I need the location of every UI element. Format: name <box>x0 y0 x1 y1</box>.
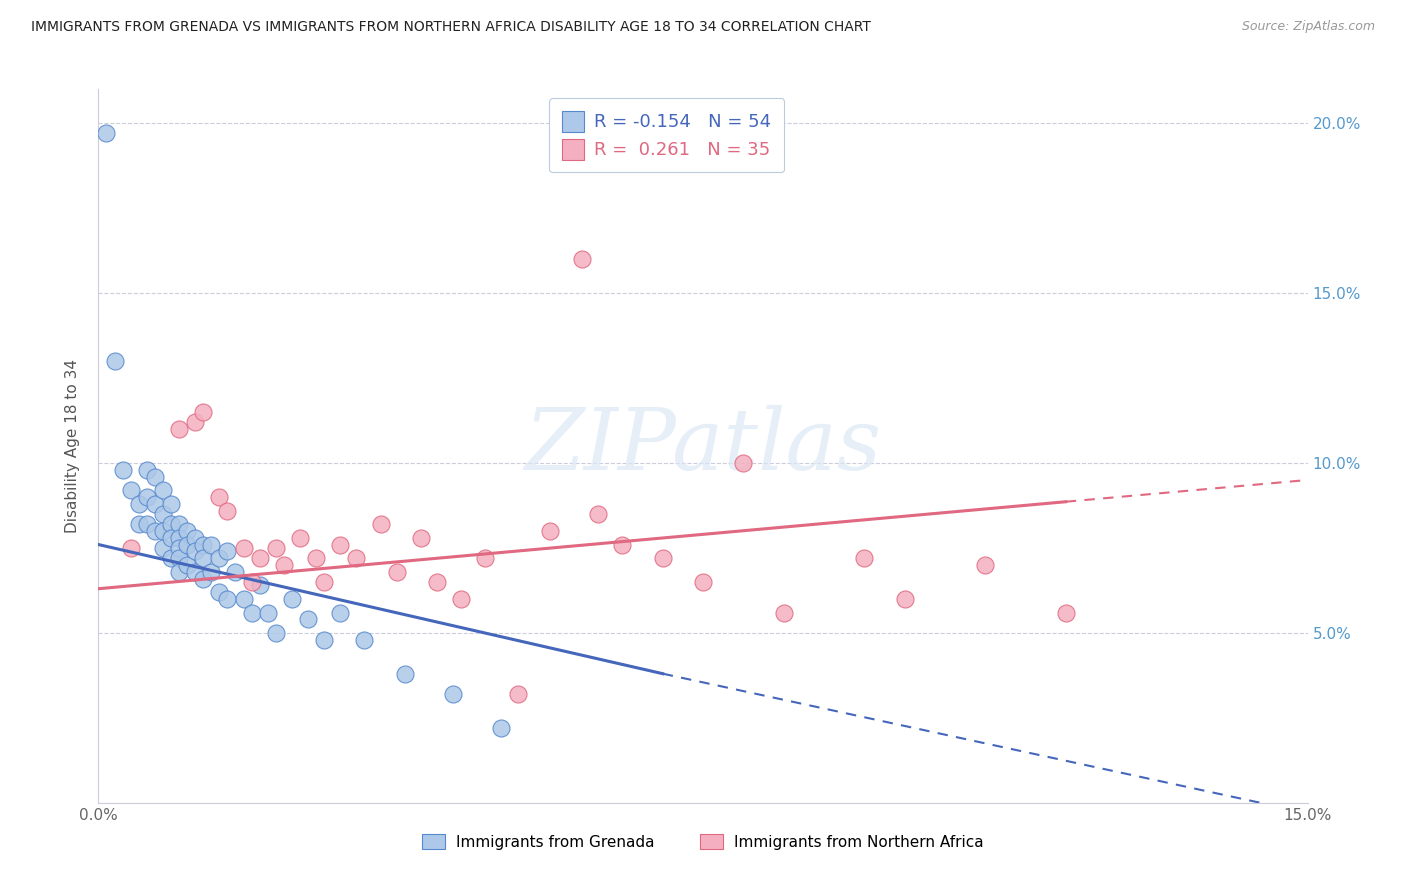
Point <box>193 405 215 419</box>
Point <box>224 565 246 579</box>
Point <box>974 558 997 572</box>
Point <box>160 517 183 532</box>
Point <box>184 544 207 558</box>
Point <box>344 551 367 566</box>
Point <box>314 574 336 589</box>
Text: ZIPatlas: ZIPatlas <box>524 405 882 487</box>
Legend: Immigrants from Grenada, Immigrants from Northern Africa: Immigrants from Grenada, Immigrants from… <box>416 828 990 855</box>
Point <box>120 483 142 498</box>
Point <box>329 537 352 551</box>
Point <box>474 551 496 566</box>
Point <box>135 463 157 477</box>
Point <box>167 531 190 545</box>
Point <box>281 591 304 606</box>
Text: Source: ZipAtlas.com: Source: ZipAtlas.com <box>1241 20 1375 33</box>
Point <box>208 490 231 504</box>
Point <box>249 578 271 592</box>
Point <box>273 558 295 572</box>
Point <box>240 606 263 620</box>
Point <box>733 456 755 470</box>
Point <box>1054 606 1077 620</box>
Point <box>152 524 174 538</box>
Point <box>167 551 190 566</box>
Point <box>135 517 157 532</box>
Point <box>167 565 190 579</box>
Point <box>193 537 215 551</box>
Point <box>176 558 198 572</box>
Point <box>329 606 352 620</box>
Point <box>586 507 609 521</box>
Point <box>692 574 714 589</box>
Point <box>264 541 287 555</box>
Point <box>143 497 166 511</box>
Point <box>232 591 254 606</box>
Point <box>120 541 142 555</box>
Point <box>176 537 198 551</box>
Point <box>409 531 432 545</box>
Point <box>167 541 190 555</box>
Point <box>249 551 271 566</box>
Point <box>160 531 183 545</box>
Point <box>152 483 174 498</box>
Point <box>353 632 375 647</box>
Point <box>143 469 166 483</box>
Point <box>240 574 263 589</box>
Point <box>143 524 166 538</box>
Point <box>491 721 513 735</box>
Point <box>370 517 392 532</box>
Point <box>184 415 207 429</box>
Point <box>772 606 794 620</box>
Point <box>571 252 593 266</box>
Point <box>426 574 449 589</box>
Point <box>264 626 287 640</box>
Point <box>853 551 876 566</box>
Point <box>217 503 239 517</box>
Y-axis label: Disability Age 18 to 34: Disability Age 18 to 34 <box>65 359 80 533</box>
Point <box>167 422 190 436</box>
Point <box>651 551 673 566</box>
Point <box>111 463 134 477</box>
Text: IMMIGRANTS FROM GRENADA VS IMMIGRANTS FROM NORTHERN AFRICA DISABILITY AGE 18 TO : IMMIGRANTS FROM GRENADA VS IMMIGRANTS FR… <box>31 20 870 34</box>
Point <box>128 517 150 532</box>
Point <box>167 517 190 532</box>
Point <box>200 537 222 551</box>
Point <box>200 565 222 579</box>
Point <box>193 551 215 566</box>
Point <box>160 551 183 566</box>
Point <box>208 585 231 599</box>
Point <box>450 591 472 606</box>
Point <box>96 127 118 141</box>
Point <box>128 497 150 511</box>
Point <box>217 544 239 558</box>
Point <box>152 541 174 555</box>
Point <box>176 524 198 538</box>
Point <box>256 606 278 620</box>
Point <box>184 531 207 545</box>
Point <box>288 531 311 545</box>
Point <box>193 572 215 586</box>
Point <box>385 565 408 579</box>
Point <box>217 591 239 606</box>
Point <box>208 551 231 566</box>
Point <box>160 497 183 511</box>
Point <box>135 490 157 504</box>
Point <box>297 612 319 626</box>
Point <box>506 687 529 701</box>
Point <box>893 591 915 606</box>
Point <box>441 687 464 701</box>
Point <box>152 507 174 521</box>
Point <box>394 666 416 681</box>
Point <box>538 524 561 538</box>
Point <box>184 565 207 579</box>
Point <box>314 632 336 647</box>
Point <box>103 354 125 368</box>
Point <box>232 541 254 555</box>
Point <box>305 551 328 566</box>
Point <box>612 537 634 551</box>
